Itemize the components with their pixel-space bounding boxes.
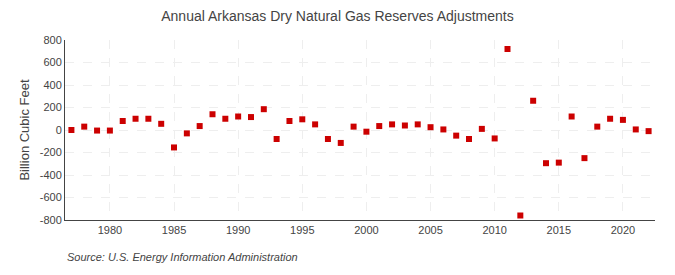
svg-text:1990: 1990 [226,224,250,236]
svg-text:2015: 2015 [547,224,571,236]
svg-text:0: 0 [56,124,62,136]
svg-text:Source: U.S. Energy Informatio: Source: U.S. Energy Information Administ… [67,251,298,263]
svg-text:-400: -400 [40,169,62,181]
svg-text:-200: -200 [40,146,62,158]
svg-text:-600: -600 [40,191,62,203]
svg-text:200: 200 [43,101,61,113]
svg-text:2020: 2020 [611,224,635,236]
svg-text:1995: 1995 [290,224,314,236]
svg-text:Billion Cubic Feet: Billion Cubic Feet [17,79,32,181]
svg-text:Annual Arkansas Dry Natural Ga: Annual Arkansas Dry Natural Gas Reserves… [161,8,514,24]
svg-text:1985: 1985 [162,224,186,236]
svg-text:2000: 2000 [354,224,378,236]
svg-text:1980: 1980 [98,224,122,236]
svg-text:2010: 2010 [482,224,506,236]
svg-text:800: 800 [43,34,61,46]
svg-text:2005: 2005 [418,224,442,236]
svg-text:-800: -800 [40,214,62,226]
svg-text:600: 600 [43,56,61,68]
svg-text:400: 400 [43,79,61,91]
